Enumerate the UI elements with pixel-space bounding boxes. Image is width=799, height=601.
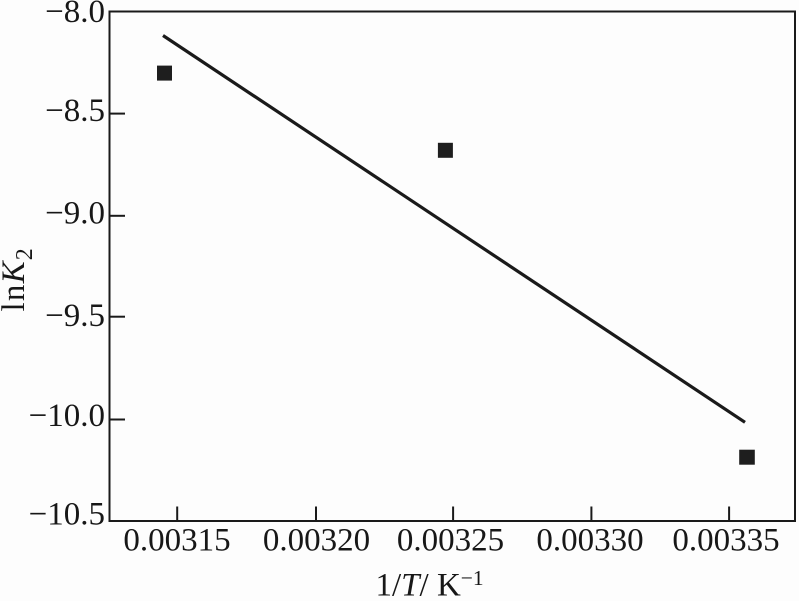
svg-text:1/T/ K−1: 1/T/ K−1 [376,566,484,601]
svg-text:−8.0: −8.0 [45,0,105,30]
svg-text:−9.5: −9.5 [45,298,105,334]
svg-text:−10.5: −10.5 [29,497,105,533]
svg-text:0.00330: 0.00330 [536,523,643,559]
svg-text:0.00315: 0.00315 [123,523,230,559]
svg-text:0.00335: 0.00335 [672,523,779,559]
svg-text:0.00320: 0.00320 [263,523,370,559]
svg-text:lnK2: lnK2 [0,248,38,311]
svg-text:−10.0: −10.0 [29,398,105,434]
svg-text:−9.0: −9.0 [45,196,105,232]
svg-text:0.00325: 0.00325 [397,523,504,559]
svg-text:−8.5: −8.5 [45,93,105,129]
